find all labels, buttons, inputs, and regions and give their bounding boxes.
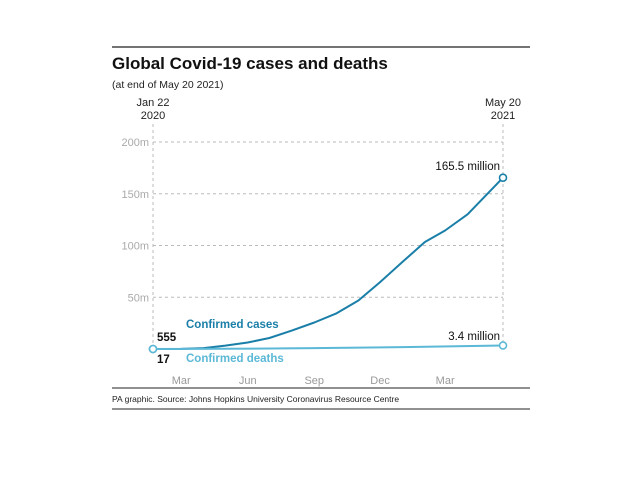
y-tick-label: 50m: [128, 292, 149, 304]
start-date-label: Jan 22: [136, 97, 169, 109]
deaths-end-value: 3.4 million: [448, 331, 500, 343]
y-axis-ticks: 200m 150m 100m 50m: [121, 137, 149, 304]
source-note: PA graphic. Source: Johns Hopkins Univer…: [112, 394, 399, 404]
series-name-deaths: Confirmed deaths: [186, 353, 284, 365]
series-confirmed-deaths: [148, 341, 508, 354]
y-tick-label: 200m: [121, 137, 149, 149]
end-point-marker: [498, 341, 508, 350]
x-tick-label: Dec: [370, 375, 390, 387]
y-tick-label: 150m: [121, 189, 149, 201]
cases-start-value: 555: [157, 332, 177, 344]
chart-subtitle: (at end of May 20 2021): [112, 79, 224, 91]
series-labels: Confirmed cases Confirmed deaths 555 17 165.…: [157, 161, 500, 366]
y-tick-label: 100m: [121, 241, 149, 253]
grid-lines: [152, 124, 504, 349]
end-date-label: May 20: [485, 97, 521, 109]
deaths-start-value: 17: [157, 354, 170, 366]
x-tick-label: Mar: [172, 375, 191, 387]
x-axis-ticks: Mar Jun Sep Dec Mar: [172, 375, 455, 387]
x-tick-label: Sep: [304, 375, 324, 387]
series-line: [152, 176, 504, 350]
end-year-label: 2021: [491, 110, 515, 122]
series-name-cases: Confirmed cases: [186, 319, 279, 331]
series-lines: [148, 173, 508, 354]
start-point-marker: [148, 344, 158, 354]
cases-end-value: 165.5 million: [435, 161, 500, 173]
chart-title: Global Covid-19 cases and deaths: [112, 54, 388, 73]
x-tick-label: Mar: [436, 375, 455, 387]
x-tick-label: Jun: [239, 375, 257, 387]
end-point-marker: [498, 173, 508, 183]
start-year-label: 2020: [141, 110, 165, 122]
series-line: [152, 344, 504, 350]
